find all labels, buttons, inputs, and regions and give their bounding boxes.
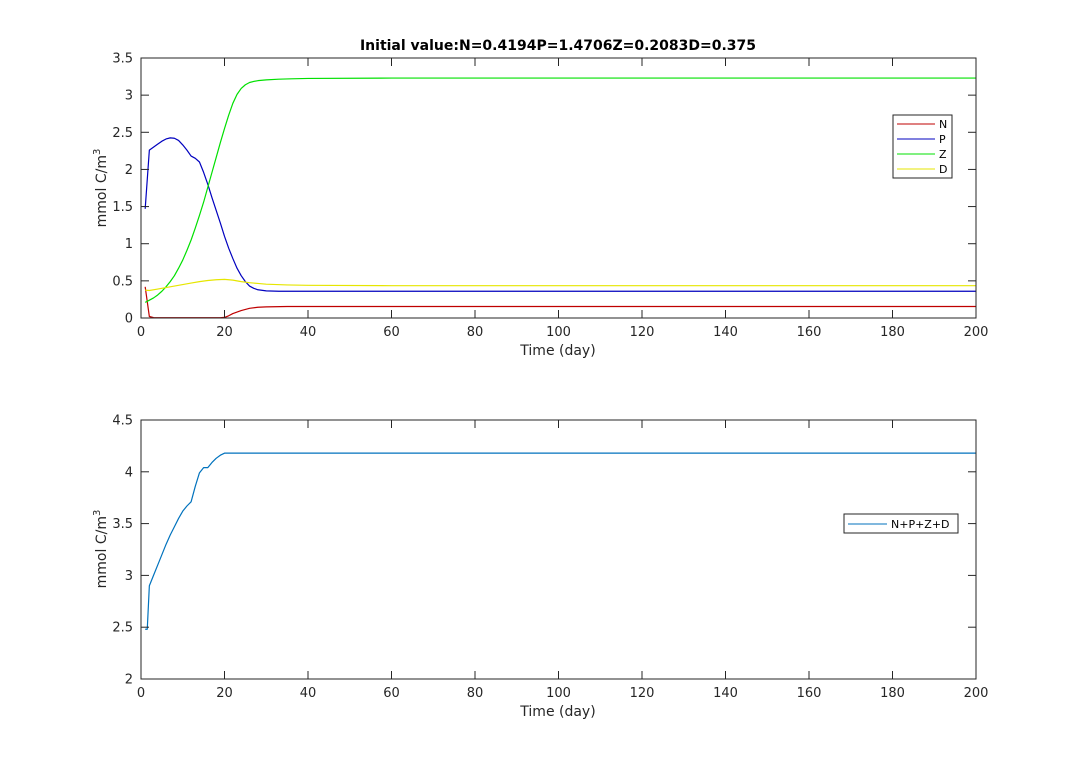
legend-label-total: N+P+Z+D (891, 518, 950, 531)
top-plot-series (144, 77, 976, 319)
bottom-plot-ticks: 0 20 40 60 80 100 120 140 160 180 200 2 2.5 3 3.5 4 4.5 (112, 414, 988, 702)
top-series-line-d (145, 278, 976, 292)
top-xtick-label: 180 (880, 325, 905, 340)
bottom-xtick-label: 200 (964, 686, 989, 701)
top-plot-legend: N P Z D (892, 114, 953, 179)
legend-label-p: P (939, 133, 946, 146)
top-plot-ylabel-sup: 3 (92, 149, 103, 155)
top-ytick-label: 3 (125, 89, 133, 104)
top-ytick-label: 0 (125, 312, 133, 327)
top-ytick-label: 2 (125, 163, 133, 178)
top-ytick-label: 3.5 (112, 52, 133, 67)
top-xtick-label: 120 (630, 325, 655, 340)
top-series-line-p (144, 137, 976, 292)
legend-label-n: N (939, 118, 947, 131)
top-ytick-label: 2.5 (112, 126, 133, 141)
top-xtick-label: 60 (383, 325, 400, 340)
top-ytick-label: 0.5 (112, 274, 133, 289)
bottom-xtick-label: 120 (630, 686, 655, 701)
top-xtick-label: 100 (546, 325, 571, 340)
top-xtick-label: 0 (137, 325, 145, 340)
bottom-xtick-label: 140 (713, 686, 738, 701)
bottom-xtick-label: 80 (467, 686, 484, 701)
top-xtick-label: 140 (713, 325, 738, 340)
bottom-xtick-label: 60 (383, 686, 400, 701)
bottom-ytick-label: 4 (125, 465, 133, 480)
bottom-ytick-label: 2 (125, 673, 133, 688)
top-plot-title: Initial value:N=0.4194P=1.4706Z=0.2083D=… (360, 38, 756, 54)
bottom-plot-legend-box (843, 513, 959, 534)
bottom-ytick-label: 2.5 (112, 621, 133, 636)
top-xtick-label: 40 (300, 325, 317, 340)
top-plot: Initial value:N=0.4194P=1.4706Z=0.2083D=… (92, 38, 988, 359)
top-series-line-z (144, 77, 976, 303)
top-xtick-label: 20 (216, 325, 233, 340)
bottom-plot-area (141, 420, 976, 679)
bottom-xtick-label: 180 (880, 686, 905, 701)
bottom-xtick-label: 0 (137, 686, 145, 701)
top-plot-area (141, 58, 976, 318)
bottom-series-line-n-p-z-d (145, 452, 976, 630)
bottom-plot: 0 20 40 60 80 100 120 140 160 180 20022.533.544.5 … (92, 414, 988, 721)
top-plot-ylabel-text: mmol C/m (94, 155, 110, 227)
bottom-ytick-label: 3 (125, 569, 133, 584)
top-plot-ylabel: mmol C/m3 (92, 149, 110, 228)
top-xtick-label: 80 (467, 325, 484, 340)
legend-label-z: Z (939, 148, 947, 161)
bottom-xtick-label: 160 (797, 686, 822, 701)
bottom-xtick-label: 40 (300, 686, 317, 701)
bottom-ytick-label: 4.5 (112, 414, 133, 429)
top-plot-legend-box (892, 114, 953, 179)
bottom-plot-legend: N+P+Z+D (843, 513, 959, 534)
top-ytick-label: 1.5 (112, 200, 133, 215)
bottom-plot-ylabel-sup: 3 (92, 510, 103, 516)
bottom-xtick-label: 100 (546, 686, 571, 701)
bottom-plot-series (145, 452, 976, 630)
legend-label-d: D (939, 163, 947, 176)
top-ytick-label: 1 (125, 237, 133, 252)
top-plot-xlabel: Time (day) (519, 343, 595, 359)
top-plot-ticks: 0 20 40 60 80 100 120 140 160 180 200 0 0.5 1 1.5 2 2.5 3… (112, 52, 988, 341)
bottom-plot-ylabel: mmol C/m3 (92, 510, 110, 589)
bottom-xtick-label: 20 (216, 686, 233, 701)
bottom-plot-ylabel-text: mmol C/m (94, 516, 110, 588)
bottom-ytick-label: 3.5 (112, 517, 133, 532)
top-xtick-label: 200 (964, 325, 989, 340)
top-xtick-label: 160 (797, 325, 822, 340)
bottom-plot-xlabel: Time (day) (519, 704, 595, 720)
